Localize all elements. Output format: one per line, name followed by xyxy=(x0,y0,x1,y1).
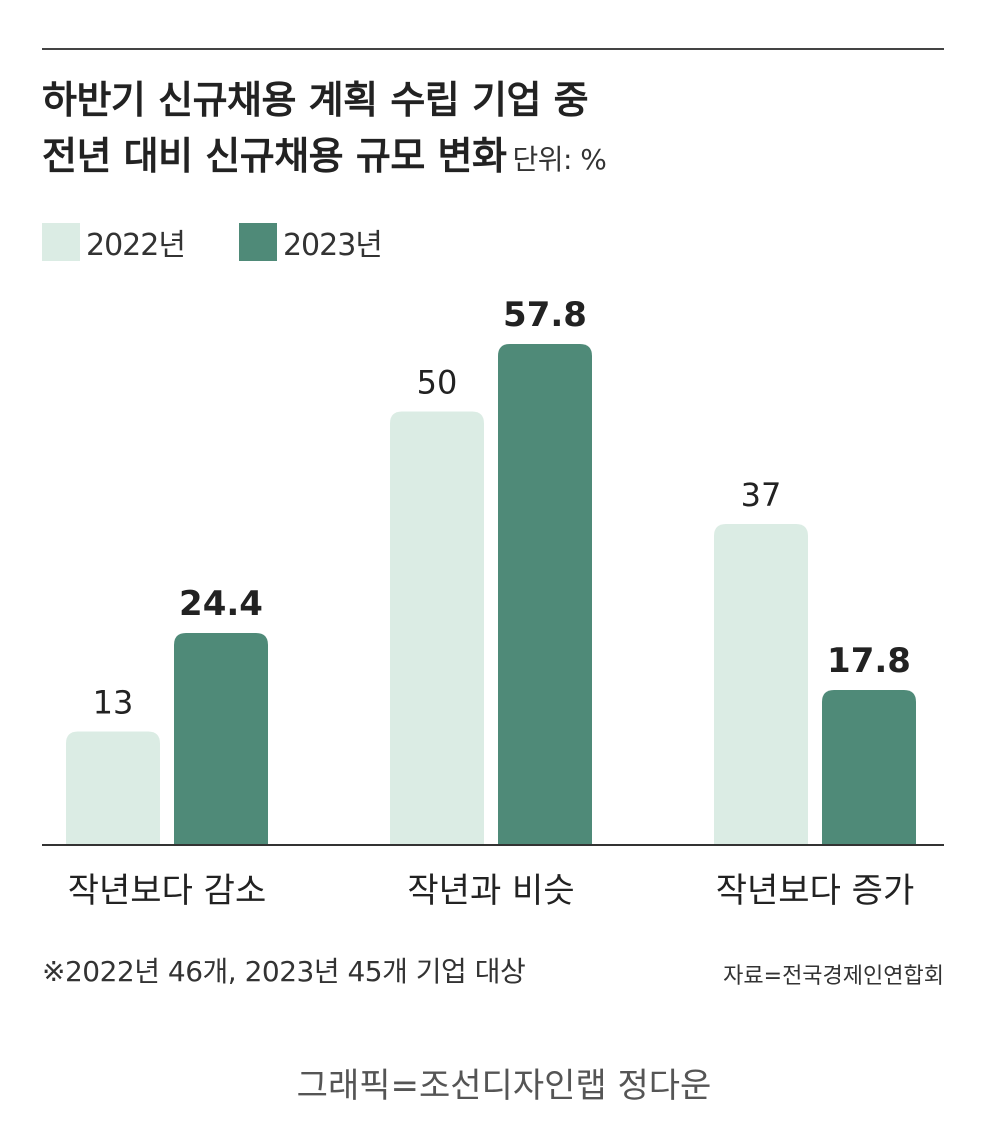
legend: 2022년 2023년 xyxy=(42,220,436,264)
footnote: ※2022년 46개, 2023년 45개 기업 대상 xyxy=(42,955,526,988)
legend-item-2023: 2023년 xyxy=(238,220,383,264)
source-label: 자료=전국경제인연합회 xyxy=(723,964,944,989)
chart-title-line1: 하반기 신규채용 계획 수립 기업 중 xyxy=(42,78,589,122)
bar-2022-2 xyxy=(714,523,808,844)
category-label-0: 작년보다 감소 xyxy=(68,871,267,911)
value-label-2022-0: 13 xyxy=(93,684,134,722)
bar-2022-0 xyxy=(66,731,160,844)
legend-label-2022: 2022년 xyxy=(86,228,186,263)
top-rule xyxy=(42,48,944,50)
bar-2023-1 xyxy=(498,344,592,844)
unit-label: 단위: % xyxy=(512,143,607,176)
legend-item-2022: 2022년 xyxy=(42,220,186,264)
bar-2023-0 xyxy=(174,632,268,844)
category-label-2: 작년보다 증가 xyxy=(716,871,915,911)
legend-swatch-2023 xyxy=(238,223,277,261)
bar-2022-1 xyxy=(390,411,484,844)
graphic-credit: 그래픽=조선디자인랩 정다운 xyxy=(296,1066,712,1106)
value-label-2023-1: 57.8 xyxy=(503,295,587,335)
value-label-2023-0: 24.4 xyxy=(179,584,263,624)
legend-label-2023: 2023년 xyxy=(282,228,383,263)
value-label-2022-1: 50 xyxy=(417,364,458,402)
legend-swatch-2022 xyxy=(42,223,80,261)
value-label-2023-2: 17.8 xyxy=(827,641,911,681)
category-label-1: 작년과 비슷 xyxy=(407,871,574,911)
bar-2023-2 xyxy=(822,690,916,844)
chart-title-line2: 전년 대비 신규채용 규모 변화 xyxy=(42,134,507,178)
chart-title: 하반기 신규채용 계획 수립 기업 중 전년 대비 신규채용 규모 변화 단위: … xyxy=(42,72,607,188)
value-label-2022-2: 37 xyxy=(741,476,782,514)
